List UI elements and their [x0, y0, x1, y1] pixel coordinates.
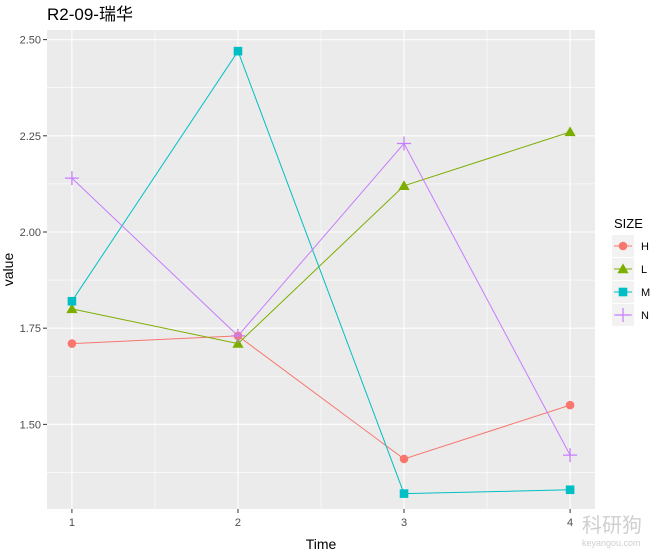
data-point-L — [66, 303, 78, 314]
legend-label: L — [641, 264, 647, 276]
series-line-L — [71, 131, 571, 345]
y-tick-label: 2.25 — [20, 131, 41, 143]
legend-title: SIZE — [614, 216, 643, 231]
y-tick-label: 2.50 — [20, 35, 41, 47]
data-point-L — [564, 126, 576, 137]
data-point-N — [563, 448, 578, 463]
legend-label: N — [641, 310, 649, 322]
legend-item-L: L — [612, 258, 647, 280]
watermark-subtext: keyangou.com — [582, 538, 641, 548]
y-tick-label: 1.75 — [20, 323, 41, 335]
y-axis-tick-labels: 1.50 1.75 2.00 2.25 2.50 — [20, 35, 41, 432]
series-line-M — [71, 50, 571, 495]
data-point-H — [565, 400, 575, 410]
data-point-M — [565, 485, 575, 495]
series-line-H — [71, 335, 571, 460]
legend-key-marker — [618, 241, 628, 251]
legend-item-H: H — [612, 235, 649, 257]
x-tick-label: 3 — [401, 517, 407, 529]
x-axis-tick-labels: 1 2 3 4 — [69, 517, 573, 529]
major-gridlines — [47, 30, 595, 509]
y-tick-label: 2.00 — [20, 227, 41, 239]
chart-title: R2-09-瑞华 — [47, 5, 133, 24]
data-point-H — [399, 454, 409, 464]
watermark: 科研狗 keyangou.com — [582, 514, 642, 548]
x-tick-label: 4 — [567, 517, 573, 529]
data-point-N — [230, 328, 245, 343]
minor-gridlines — [47, 30, 595, 509]
y-axis-label: value — [0, 253, 16, 287]
data-point-M — [399, 489, 409, 498]
data-point-M — [67, 296, 77, 306]
y-tick-label: 1.50 — [20, 419, 41, 431]
x-axis-label: Time — [306, 536, 337, 552]
legend-key-marker — [618, 287, 628, 297]
data-point-N — [64, 171, 79, 186]
data-point-L — [398, 180, 410, 191]
data-point-M — [233, 46, 243, 56]
data-point-N — [397, 136, 412, 151]
legend-label: H — [641, 241, 649, 253]
data-point-H — [67, 339, 77, 348]
legend-item-N: N — [612, 304, 649, 326]
series-N — [64, 136, 578, 463]
series-line-N — [71, 142, 571, 456]
series-M — [67, 46, 575, 498]
legend-item-M: M — [612, 281, 650, 303]
series-L — [66, 126, 576, 348]
legend-key-marker — [616, 308, 630, 322]
legend-key-marker — [617, 263, 629, 274]
watermark-text: 科研狗 — [582, 514, 642, 537]
x-tick-label: 2 — [235, 517, 241, 529]
x-tick-label: 1 — [69, 517, 75, 529]
axis-ticks — [43, 39, 571, 513]
series-layer — [64, 46, 578, 498]
legend-label: M — [641, 287, 650, 299]
